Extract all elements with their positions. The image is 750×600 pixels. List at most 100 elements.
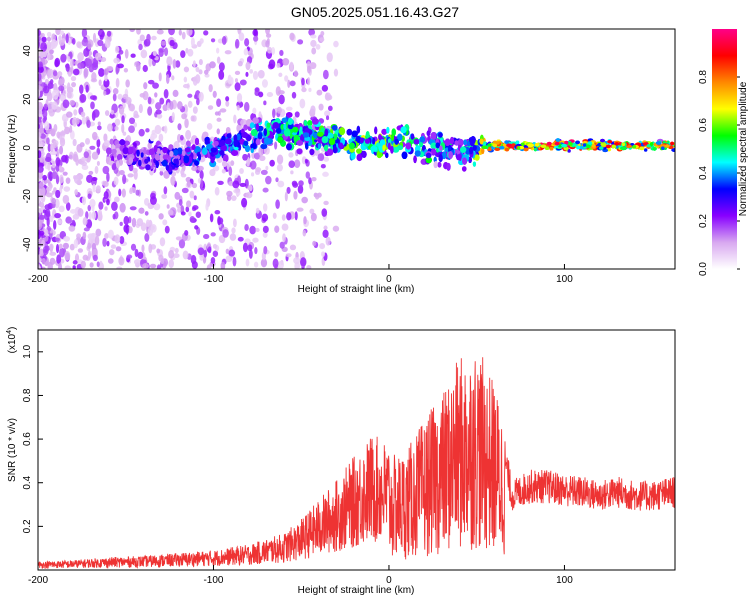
heatmap-noise-cell — [81, 38, 89, 47]
heatmap-ridge-cell — [660, 146, 665, 151]
heatmap-noise-cell — [46, 36, 52, 42]
heatmap-noise-cell — [95, 228, 102, 237]
heatmap-noise-cell — [53, 124, 58, 133]
heatmap-ridge-cell — [469, 139, 475, 147]
heatmap-noise-cell — [46, 31, 52, 37]
heatmap-noise-cell — [299, 98, 306, 109]
heatmap-noise-cell — [149, 196, 157, 205]
heatmap-noise-cell — [243, 101, 250, 112]
heatmap-ridge-cell — [392, 146, 400, 153]
heatmap-ridge-cell — [567, 149, 571, 153]
heatmap-noise-cell — [46, 91, 53, 102]
heatmap-noise-cell — [208, 84, 213, 93]
heatmap-noise-cell — [189, 216, 196, 223]
heatmap-noise-cell — [46, 137, 50, 145]
heatmap-noise-cell — [287, 79, 291, 89]
heatmap-noise-cell — [47, 70, 51, 80]
heatmap-ridge-cell — [162, 154, 169, 160]
heatmap-ridge-cell — [576, 145, 581, 150]
heatmap-ridge-cell — [474, 154, 480, 161]
heatmap-noise-cell — [301, 196, 308, 204]
heatmap-noise-cell — [170, 175, 176, 186]
heatmap-noise-cell — [230, 77, 234, 85]
heatmap-noise-cell — [274, 225, 280, 233]
heatmap-noise-cell — [83, 227, 90, 232]
heatmap-ridge-cell — [275, 127, 282, 134]
heatmap-ridge-cell — [390, 133, 395, 142]
heatmap-ridge-cell — [184, 147, 191, 153]
heatmap-ridge-cell — [671, 148, 675, 152]
heatmap-noise-cell — [70, 67, 74, 74]
heatmap-noise-cell — [145, 128, 150, 133]
heatmap-noise-cell — [241, 197, 248, 208]
heatmap-noise-cell — [104, 110, 110, 116]
heatmap-noise-cell — [118, 105, 125, 115]
heatmap-noise-cell — [67, 82, 71, 92]
heatmap-noise-cell — [51, 89, 59, 100]
heatmap-noise-cell — [320, 31, 325, 37]
heatmap-noise-cell — [82, 217, 88, 226]
colorbar: 0.0 0.2 0.4 0.6 0.8 Normalized spectral ampl… — [698, 29, 749, 276]
heatmap-noise-cell — [140, 49, 148, 59]
snr-panel: -200 -100 0 100 0.2 0.4 0.6 0.8 1.0 Height of s… — [6, 327, 676, 596]
heatmap-ridge-cell — [381, 128, 388, 135]
heatmap-noise-cell — [142, 64, 148, 73]
heatmap-noise-cell — [103, 139, 111, 147]
heatmap-noise-cell — [207, 105, 214, 110]
heatmap-noise-cell — [254, 247, 258, 255]
heatmap-noise-cell — [44, 121, 50, 131]
heatmap-noise-cell — [282, 57, 290, 66]
heatmap-noise-cell — [207, 246, 212, 254]
heatmap-noise-cell — [293, 190, 298, 200]
heatmap-noise-cell — [97, 209, 103, 218]
heatmap-noise-cell — [189, 190, 195, 199]
heatmap-noise-cell — [107, 258, 114, 264]
heatmap-noise-cell — [167, 209, 174, 216]
heatmap-noise-cell — [66, 111, 73, 118]
heatmap-noise-cell — [297, 39, 304, 45]
heatmap-ridge-cell — [263, 136, 271, 145]
heatmap-noise-cell — [163, 186, 168, 195]
heatmap-ridge-cell — [561, 143, 568, 148]
heatmap-noise-cell — [139, 34, 145, 42]
heatmap-noise-cell — [239, 182, 247, 188]
heatmap-ridge-cell — [632, 145, 636, 149]
heatmap-noise-cell — [236, 92, 243, 103]
heatmap-noise-cell — [198, 69, 203, 75]
heatmap-noise-cell — [41, 36, 47, 43]
heatmap-noise-cell — [297, 184, 304, 194]
heatmap-noise-cell — [322, 69, 329, 80]
heatmap-noise-cell — [43, 228, 49, 236]
heatmap-noise-cell — [164, 47, 169, 57]
heatmap-noise-cell — [214, 187, 220, 196]
heatmap-noise-cell — [301, 87, 307, 93]
heatmap-noise-cell — [164, 225, 170, 234]
heatmap-noise-cell — [67, 55, 71, 62]
heatmap-noise-cell — [58, 85, 65, 92]
heatmap-ridge-cell — [311, 118, 319, 125]
heatmap-noise-cell — [158, 72, 162, 82]
heatmap-ridge-cell — [370, 145, 378, 152]
heatmap-noise-cell — [53, 220, 57, 230]
heatmap-noise-cell — [160, 257, 165, 265]
heatmap-noise-cell — [220, 261, 226, 269]
heatmap-noise-cell — [209, 168, 216, 177]
heatmap-noise-cell — [289, 80, 296, 87]
heatmap-noise-cell — [87, 193, 92, 199]
heatmap-noise-cell — [136, 29, 141, 35]
heatmap-ridge-cell — [233, 134, 238, 143]
heatmap-noise-cell — [224, 50, 232, 55]
heatmap-noise-cell — [38, 254, 41, 263]
heatmap-noise-cell — [89, 262, 94, 268]
snr-y-exponent-close: ) — [7, 327, 18, 330]
heatmap-noise-cell — [231, 227, 236, 234]
heatmap-noise-cell — [42, 245, 49, 256]
heatmap-noise-cell — [327, 94, 333, 101]
heatmap-noise-cell — [76, 233, 82, 239]
heatmap-noise-cell — [107, 229, 114, 239]
heatmap-ridge-cell — [355, 135, 362, 144]
heatmap-ridge-cell — [162, 146, 168, 154]
heatmap-noise-cell — [259, 155, 266, 162]
heatmap-noise-cell — [245, 71, 249, 77]
